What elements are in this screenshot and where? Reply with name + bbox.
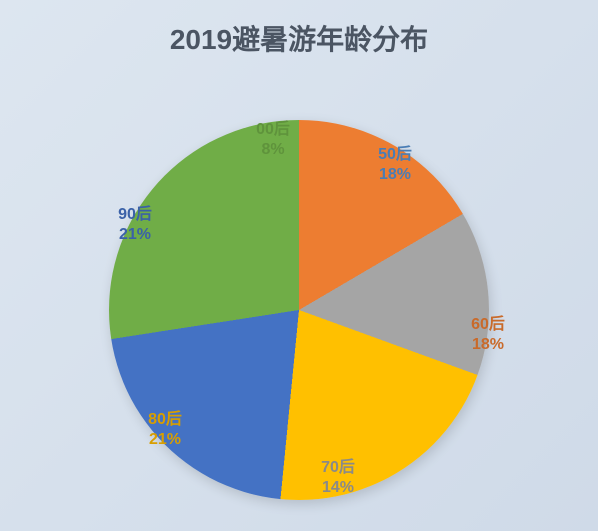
slice-label: 90后 21% <box>118 205 152 245</box>
slice-label: 70后 14% <box>321 458 355 498</box>
slice-label: 80后 21% <box>148 410 182 450</box>
slice-label: 60后 18% <box>471 315 505 355</box>
pie-chart-container: 2019避暑游年龄分布 50后 18% 60后 18% 70后 14% 80后 21%… <box>0 0 598 531</box>
slice-label: 00后 8% <box>256 120 290 160</box>
chart-title: 2019避暑游年龄分布 <box>0 18 598 58</box>
slice-label: 50后 18% <box>378 145 412 185</box>
